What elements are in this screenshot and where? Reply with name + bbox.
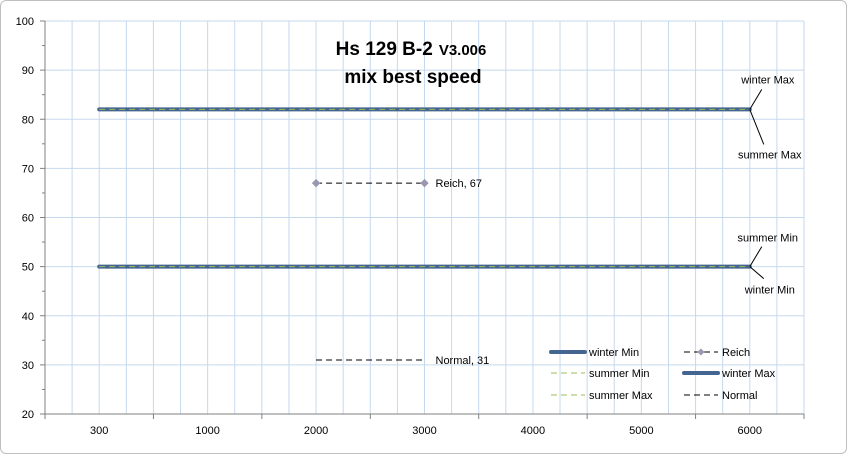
- legend-label: Normal: [722, 390, 757, 402]
- title-text: Hs 129 B-2 V3.006: [336, 39, 487, 60]
- annotation-leader-line: [749, 109, 765, 145]
- y-tick-label: 50: [22, 262, 34, 274]
- x-tick-label: 5000: [629, 425, 653, 437]
- legend-label: Reich: [722, 347, 750, 359]
- axes: 20 30 40 50 60 70 80 90 100 300 1000 2000 3000 4000 50…: [16, 16, 805, 437]
- x-tick-label: 6000: [738, 425, 762, 437]
- annotation-leader-line: [749, 266, 765, 280]
- y-tick-label: 80: [22, 114, 34, 126]
- y-tick-label: 60: [22, 213, 34, 225]
- data-label: Reich, 67: [436, 178, 482, 190]
- legend: winter Min summer Min summer Max Reich winte…: [549, 347, 776, 402]
- annotation-leader-line: [749, 246, 763, 267]
- y-tick-label: 100: [16, 16, 34, 28]
- data-label: summer Max: [738, 149, 802, 161]
- chart-title: Hs 129 B-2 V3.006 mix best speed: [336, 39, 487, 88]
- x-tick-label: 1000: [195, 425, 219, 437]
- data-label: winter Min: [744, 285, 795, 297]
- x-tick-label: 300: [90, 425, 108, 437]
- legend-marker: [697, 348, 705, 356]
- data-label: Normal, 31: [436, 355, 490, 367]
- y-tick-label: 90: [22, 65, 34, 77]
- y-tick-label: 70: [22, 163, 34, 175]
- y-tick-label: 40: [22, 311, 34, 323]
- subtitle-text: mix best speed: [344, 67, 481, 88]
- legend-label: summer Min: [589, 368, 650, 380]
- series-layer: [97, 107, 752, 361]
- x-tick-label: 2000: [304, 425, 328, 437]
- data-label: winter Max: [740, 74, 795, 86]
- y-tick-label: 30: [22, 360, 34, 372]
- reich-point-marker: [311, 178, 321, 188]
- title-main: Hs 129 B-2: [336, 39, 433, 60]
- data-label: summer Min: [738, 233, 799, 245]
- reich-point-marker: [420, 178, 429, 188]
- legend-label: summer Max: [589, 390, 653, 402]
- legend-label: winter Min: [588, 347, 639, 359]
- title-version: V3.006: [439, 42, 487, 59]
- legend-label: winter Max: [721, 368, 776, 380]
- x-tick-label: 4000: [521, 425, 545, 437]
- annotation-leader-line: [749, 89, 763, 110]
- y-tick-label: 20: [22, 409, 34, 421]
- x-tick-label: 3000: [412, 425, 436, 437]
- annotations: winter Max summer Max summer Min winter Min…: [436, 74, 803, 367]
